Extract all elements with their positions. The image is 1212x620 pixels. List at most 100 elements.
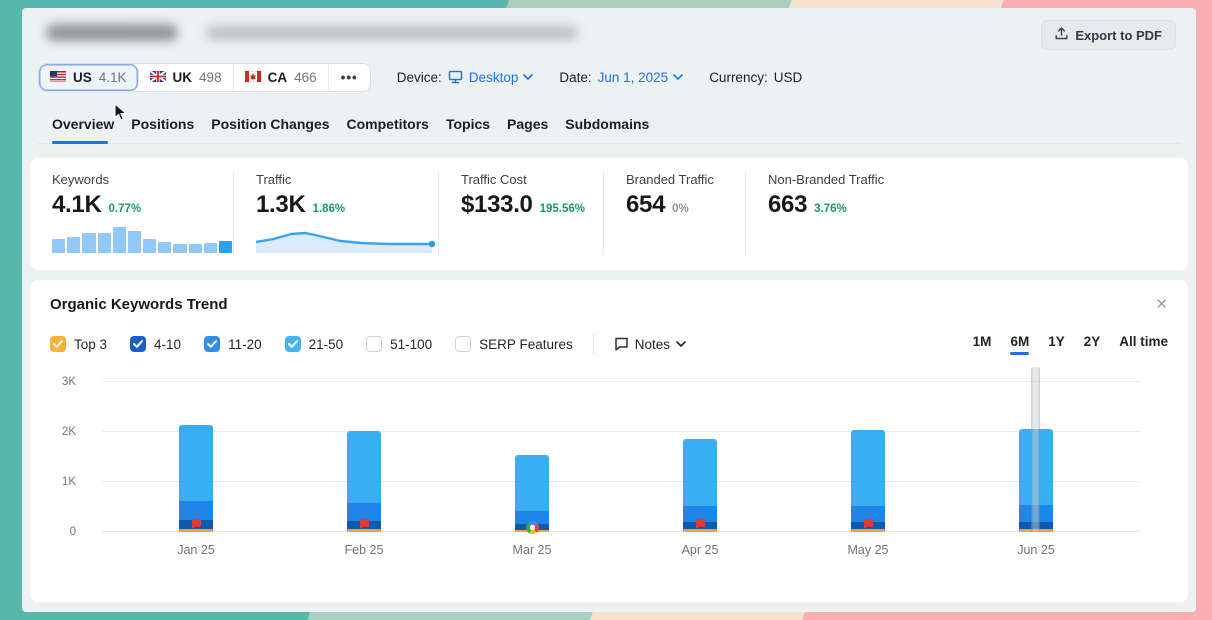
y-tick-label: 2K [62, 426, 76, 438]
metrics-summary-card: Keywords 4.1K 0.77% Traffic 1.3K 1.86% T… [30, 158, 1188, 270]
date-value: Jun 1, 2025 [598, 70, 669, 85]
x-tick-label: Jun 25 [1017, 543, 1055, 557]
chevron-down-icon [523, 74, 533, 80]
country-tab-uk[interactable]: UK498 [139, 64, 234, 91]
export-to-pdf-label: Export to PDF [1075, 28, 1162, 43]
more-countries-button[interactable]: ••• [329, 64, 370, 91]
filter-top-3[interactable]: Top 3 [50, 336, 107, 352]
desktop-monitor-icon [448, 70, 463, 84]
range-2y[interactable]: 2Y [1084, 334, 1101, 355]
bar-segment-21-50 [515, 455, 549, 511]
notes-dropdown[interactable]: Notes [614, 337, 686, 352]
range-1y[interactable]: 1Y [1048, 334, 1065, 355]
tab-competitors[interactable]: Competitors [347, 110, 429, 143]
chevron-down-icon [676, 341, 686, 347]
sparkline-bar [143, 239, 156, 253]
range-6m[interactable]: 6M [1010, 334, 1029, 355]
y-axis-labels: 01K2K3K [50, 367, 84, 532]
filters-bar: US4.1KUK498CA466••• Device: Desktop Date… [38, 60, 1180, 94]
country-code: US [73, 70, 92, 85]
organic-research-window: Export to PDF US4.1KUK498CA466••• Device… [22, 8, 1196, 612]
sparkline-bar [67, 237, 80, 253]
note-flag-icon[interactable] [694, 518, 707, 534]
google-update-marker-icon[interactable] [526, 521, 539, 534]
tab-topics[interactable]: Topics [446, 110, 490, 143]
gridline [102, 481, 1140, 482]
hover-highlight-band [1031, 367, 1040, 532]
metric-change: 195.56% [540, 203, 585, 215]
bar-segment-21-50 [347, 431, 381, 503]
date-label: Date: [559, 70, 591, 85]
checked-checkbox[interactable] [204, 336, 220, 352]
currency-label: Currency: [709, 70, 768, 85]
filter-51-100[interactable]: 51-100 [366, 336, 432, 352]
metric-label: Non-Branded Traffic [768, 172, 1188, 187]
trend-chart: 01K2K3K [50, 367, 1168, 532]
metric-label: Traffic [256, 172, 438, 187]
chart-plot-area[interactable] [112, 367, 1120, 532]
bar-segment-21-50 [179, 425, 213, 501]
device-selector[interactable]: Device: Desktop [397, 70, 534, 85]
range-1m[interactable]: 1M [973, 334, 992, 355]
x-tick-label: Jan 25 [177, 543, 215, 557]
country-tab-us[interactable]: US4.1K [39, 64, 139, 91]
metric-non-branded-traffic: Non-Branded Traffic 663 3.76% [745, 172, 1188, 254]
tab-position-changes[interactable]: Position Changes [211, 110, 329, 143]
tab-pages[interactable]: Pages [507, 110, 548, 143]
stacked-bar-may-25[interactable] [851, 430, 885, 532]
filter-serp-features[interactable]: SERP Features [455, 336, 573, 352]
metric-traffic: Traffic 1.3K 1.86% [233, 172, 438, 254]
chevron-down-icon [673, 74, 683, 80]
x-tick-label: May 25 [848, 543, 889, 557]
filter-4-10[interactable]: 4-10 [130, 336, 181, 352]
metric-change: 1.86% [313, 203, 346, 215]
checked-checkbox[interactable] [130, 336, 146, 352]
metric-keywords: Keywords 4.1K 0.77% [30, 172, 233, 254]
comment-icon [614, 337, 629, 351]
filter-label: SERP Features [479, 337, 573, 352]
metric-change: 0% [672, 203, 689, 215]
country-code: CA [268, 70, 288, 85]
note-flag-icon[interactable] [358, 518, 371, 534]
sparkline-bar [52, 239, 65, 253]
filter-label: 4-10 [154, 337, 181, 352]
currency-indicator: Currency: USD [709, 70, 802, 85]
sparkline-bar [82, 233, 95, 253]
page-header: Export to PDF [38, 20, 1180, 50]
close-icon[interactable]: ✕ [1155, 297, 1168, 312]
trend-controls: Top 3 4-10 11-20 21-50 51-100 SERP Features N… [50, 333, 1168, 355]
date-selector[interactable]: Date: Jun 1, 2025 [559, 70, 683, 85]
bar-segment-21-50 [851, 430, 885, 506]
tab-positions[interactable]: Positions [131, 110, 194, 143]
filter-21-50[interactable]: 21-50 [285, 336, 344, 352]
stacked-bar-feb-25[interactable] [347, 431, 381, 532]
sparkline-bar [204, 243, 217, 253]
tab-overview[interactable]: Overview [52, 110, 114, 143]
metric-traffic-cost: Traffic Cost $133.0 195.56% [438, 172, 603, 254]
checked-checkbox[interactable] [50, 336, 66, 352]
metric-value: 654 [626, 191, 665, 219]
tab-subdomains[interactable]: Subdomains [565, 110, 649, 143]
range-all-time[interactable]: All time [1119, 334, 1168, 355]
filter-label: 21-50 [309, 337, 344, 352]
ca-flag-icon [245, 70, 261, 85]
export-to-pdf-button[interactable]: Export to PDF [1041, 20, 1176, 50]
metric-change: 0.77% [109, 203, 142, 215]
notes-label: Notes [635, 337, 670, 352]
gridline [102, 431, 1140, 432]
sparkline-bar [98, 233, 111, 253]
unchecked-checkbox[interactable] [366, 336, 382, 352]
note-flag-icon[interactable] [190, 518, 203, 534]
country-tab-ca[interactable]: CA466 [234, 64, 329, 91]
filter-11-20[interactable]: 11-20 [204, 336, 262, 352]
sparkline-bar [189, 244, 202, 253]
sparkline-bar [219, 241, 232, 253]
gridline [102, 381, 1140, 382]
checked-checkbox[interactable] [285, 336, 301, 352]
note-flag-icon[interactable] [862, 518, 875, 534]
filter-label: 51-100 [390, 337, 432, 352]
divider [593, 333, 594, 355]
unchecked-checkbox[interactable] [455, 336, 471, 352]
stacked-bar-jan-25[interactable] [179, 425, 213, 533]
x-tick-label: Feb 25 [345, 543, 384, 557]
